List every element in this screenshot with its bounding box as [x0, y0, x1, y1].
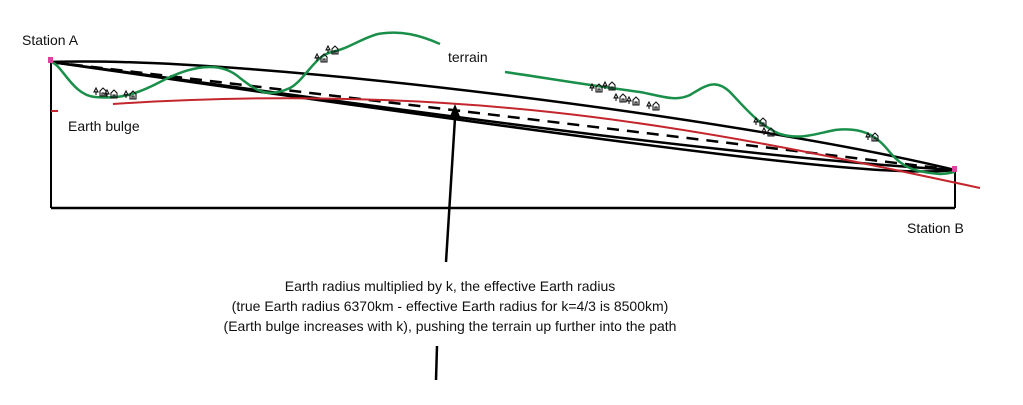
- tree-house-icon: [613, 93, 627, 103]
- tree-house-icon: [646, 101, 660, 111]
- earth-bulge-label: Earth bulge: [68, 118, 140, 134]
- terrain-line-left: [50, 31, 441, 99]
- tree-house-icon: [865, 132, 879, 142]
- station-a-antenna: [48, 57, 53, 63]
- terrain-label: terrain: [448, 49, 488, 65]
- callout-arrow: [444, 117, 457, 263]
- station-a-label: Station A: [22, 32, 79, 48]
- tree-house-icon: [626, 96, 640, 106]
- station-b-label: Station B: [907, 220, 964, 236]
- tree-house-icon: [314, 53, 328, 63]
- tree-house-icon: [123, 90, 137, 100]
- caption-line-2: (true Earth radius 6370km - effective Ea…: [231, 298, 669, 314]
- station-b-antenna: [952, 166, 957, 172]
- tree-house-icon: [104, 89, 118, 99]
- callout-tail: [434, 345, 439, 381]
- caption-line-3: (Earth bulge increases with k), pushing …: [223, 318, 677, 334]
- arrow-head-icon: [449, 104, 461, 119]
- earth-bulge-curve: [112, 97, 981, 189]
- caption-line-1: Earth radius multiplied by k, the effect…: [284, 278, 616, 294]
- line-of-sight: [50, 60, 956, 172]
- caption: Earth radius multiplied by k, the effect…: [0, 276, 900, 336]
- tree-house-icon: [753, 117, 767, 127]
- terrain-line-right: [504, 70, 956, 176]
- tree-house-icon: [602, 81, 616, 91]
- tree-house-icon: [93, 87, 107, 97]
